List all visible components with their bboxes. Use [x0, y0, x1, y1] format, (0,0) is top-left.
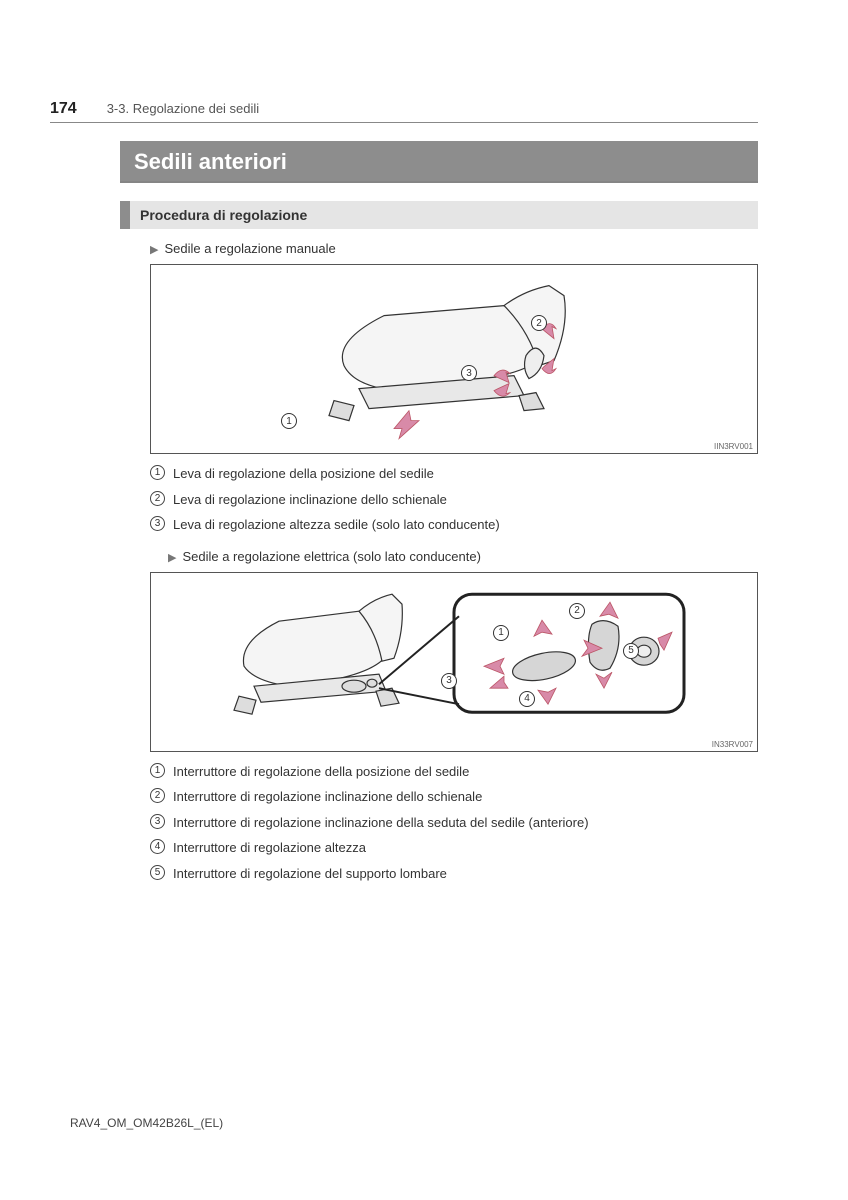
electric-seat-heading: ▶ Sedile a regolazione elettrica (solo la… [168, 549, 758, 564]
page-title: Sedili anteriori [120, 141, 758, 183]
item-text: Leva di regolazione della posizione del … [173, 464, 434, 484]
item-number-icon: 2 [150, 788, 165, 803]
list-item: 1 Interruttore di regolazione della posiz… [150, 762, 758, 782]
callout-1: 1 [281, 413, 297, 429]
section-path: 3-3. Regolazione dei sedili [107, 101, 259, 116]
list-item: 2 Leva di regolazione inclinazione dello … [150, 490, 758, 510]
list-item: 3 Leva di regolazione altezza sedile (sol… [150, 515, 758, 535]
subsection-bar: Procedura di regolazione [120, 201, 758, 229]
manual-list: 1 Leva di regolazione della posizione del… [150, 464, 758, 535]
list-item: 5 Interruttore di regolazione del support… [150, 864, 758, 884]
callout-2: 2 [531, 315, 547, 331]
item-text: Interruttore di regolazione altezza [173, 838, 366, 858]
callout-5: 5 [623, 643, 639, 659]
item-number-icon: 1 [150, 465, 165, 480]
figure-manual-seat: 1 2 3 IIN3RV001 [150, 264, 758, 454]
item-text: Interruttore di regolazione inclinazione… [173, 813, 589, 833]
subsection-accent [120, 201, 130, 229]
figure-ref-1: IIN3RV001 [714, 442, 753, 451]
figure-electric-seat: 1 2 3 4 5 IN33RV007 [150, 572, 758, 752]
item-text: Leva di regolazione inclinazione dello s… [173, 490, 447, 510]
item-number-icon: 3 [150, 814, 165, 829]
item-text: Interruttore di regolazione del supporto… [173, 864, 447, 884]
list-item: 2 Interruttore di regolazione inclinazion… [150, 787, 758, 807]
list-item: 1 Leva di regolazione della posizione del… [150, 464, 758, 484]
subsection-label: Procedura di regolazione [130, 201, 758, 229]
item-number-icon: 1 [150, 763, 165, 778]
callout-2: 2 [569, 603, 585, 619]
manual-seat-heading: ▶ Sedile a regolazione manuale [150, 241, 758, 256]
electric-list: 1 Interruttore di regolazione della posiz… [150, 762, 758, 884]
item-text: Interruttore di regolazione della posizi… [173, 762, 469, 782]
item-text: Leva di regolazione altezza sedile (solo… [173, 515, 500, 535]
callout-3: 3 [441, 673, 457, 689]
triangle-bullet-icon: ▶ [150, 244, 158, 256]
figure-ref-2: IN33RV007 [712, 740, 753, 749]
callout-1: 1 [493, 625, 509, 641]
page-header: 174 3-3. Regolazione dei sedili [50, 100, 758, 123]
item-number-icon: 5 [150, 865, 165, 880]
callout-3: 3 [461, 365, 477, 381]
item-number-icon: 3 [150, 516, 165, 531]
item-number-icon: 2 [150, 491, 165, 506]
list-item: 3 Interruttore di regolazione inclinazion… [150, 813, 758, 833]
electric-seat-heading-text: Sedile a regolazione elettrica (solo lat… [182, 549, 480, 564]
list-item: 4 Interruttore di regolazione altezza [150, 838, 758, 858]
callout-4: 4 [519, 691, 535, 707]
manual-seat-heading-text: Sedile a regolazione manuale [164, 241, 335, 256]
page-number: 174 [50, 100, 77, 118]
footer-doc-id: RAV4_OM_OM42B26L_(EL) [70, 1116, 223, 1130]
item-text: Interruttore di regolazione inclinazione… [173, 787, 482, 807]
item-number-icon: 4 [150, 839, 165, 854]
seat-diagram-manual [274, 271, 634, 441]
triangle-bullet-icon: ▶ [168, 552, 176, 564]
